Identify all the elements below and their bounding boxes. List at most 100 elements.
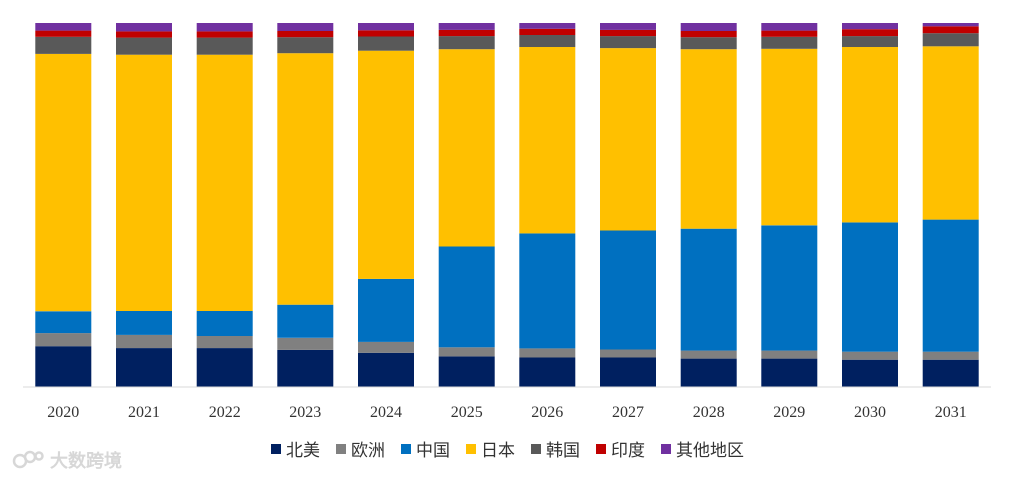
- bar-segment-2022-series-0: [196, 348, 253, 387]
- bar-segment-2021-series-1: [116, 334, 172, 348]
- bar-segment-2020-series-4: [35, 36, 92, 54]
- bar-segment-2028-series-2: [680, 228, 737, 351]
- bar-segment-2023-series-5: [277, 31, 334, 38]
- bar-segment-2025-series-1: [438, 347, 495, 357]
- bar-segment-2023-series-6: [277, 23, 334, 31]
- bar-segment-2030-series-6: [842, 23, 898, 30]
- bar-segment-2029-series-1: [761, 350, 818, 359]
- x-tick-label: 2025: [451, 404, 483, 421]
- legend-label: 日本: [481, 441, 515, 461]
- bar-segment-2028-series-0: [680, 358, 737, 387]
- bar-segment-2026-series-6: [519, 23, 576, 29]
- bar-segment-2027-series-1: [600, 349, 656, 358]
- bar-segment-2028-series-5: [680, 31, 737, 38]
- legend-swatch: [466, 443, 476, 454]
- bars-group: [35, 23, 979, 387]
- bar-segment-2030-series-4: [842, 36, 898, 47]
- bar-segment-2028-series-1: [680, 350, 737, 359]
- bar-segment-2021-series-5: [116, 31, 172, 38]
- legend-swatch: [531, 443, 541, 454]
- bar-segment-2024-series-5: [358, 30, 414, 37]
- legend-swatch: [596, 443, 606, 454]
- bar-segment-2023-series-1: [277, 337, 334, 350]
- bar-segment-2029-series-4: [761, 36, 818, 49]
- watermark-text: 大数跨境: [50, 451, 122, 472]
- bar-segment-2022-series-3: [196, 54, 253, 311]
- bar-segment-2031-series-2: [922, 219, 979, 352]
- bar-segment-2027-series-2: [600, 230, 656, 350]
- legend-swatch: [271, 443, 281, 454]
- legend-label: 其他地区: [676, 441, 744, 461]
- bar-segment-2020-series-2: [35, 311, 92, 334]
- bar-segment-2025-series-2: [438, 246, 495, 348]
- x-tick-label: 2024: [370, 404, 402, 421]
- bar-segment-2029-series-3: [761, 48, 818, 226]
- x-tick-label: 2023: [289, 404, 321, 421]
- x-tick-labels: 2020 2021 2022 2023 2024 2025 2026 2027 2028 2029…: [47, 404, 966, 421]
- x-tick-label: 2026: [531, 404, 563, 421]
- bar-segment-2031-series-6: [922, 23, 979, 27]
- x-tick-label: 2031: [935, 404, 967, 421]
- bar-segment-2028-series-6: [680, 23, 737, 31]
- bar-segment-2026-series-2: [519, 233, 576, 349]
- legend-item: 韩国: [531, 436, 580, 461]
- legend-item: 北美: [271, 436, 320, 461]
- bar-segment-2029-series-2: [761, 225, 818, 351]
- bar-segment-2027-series-4: [600, 36, 656, 49]
- bar-segment-2026-series-4: [519, 35, 576, 47]
- legend-swatch: [336, 443, 346, 454]
- legend-swatch: [401, 443, 411, 454]
- legend-swatch: [661, 443, 671, 454]
- bar-segment-2026-series-5: [519, 28, 576, 35]
- bar-segment-2021-series-4: [116, 37, 172, 55]
- bar-segment-2021-series-0: [116, 348, 172, 387]
- x-tick-label: 2029: [773, 404, 805, 421]
- x-tick-label: 2027: [612, 404, 644, 421]
- bar-segment-2025-series-3: [438, 49, 495, 247]
- bar-segment-2020-series-5: [35, 30, 92, 37]
- bar-segment-2027-series-3: [600, 48, 656, 231]
- bar-segment-2022-series-4: [196, 37, 253, 55]
- bar-segment-2030-series-3: [842, 47, 898, 223]
- legend-label: 北美: [286, 441, 320, 461]
- bar-segment-2031-series-1: [922, 351, 979, 360]
- bar-segment-2024-series-0: [358, 352, 414, 387]
- bar-segment-2027-series-5: [600, 29, 656, 37]
- stacked-bar-chart: 2020 2021 2022 2023 2024 2025 2026 2027 2028 2029…: [23, 23, 991, 421]
- bar-segment-2020-series-1: [35, 333, 92, 347]
- bar-segment-2028-series-4: [680, 37, 737, 50]
- bar-segment-2021-series-6: [116, 23, 172, 32]
- bar-segment-2030-series-0: [842, 359, 898, 387]
- bar-segment-2020-series-3: [35, 53, 92, 312]
- bar-segment-2022-series-1: [196, 336, 253, 348]
- bar-segment-2024-series-4: [358, 36, 414, 51]
- x-tick-label: 2021: [128, 404, 160, 421]
- bar-segment-2026-series-3: [519, 47, 576, 234]
- x-tick-label: 2028: [693, 404, 725, 421]
- legend-item: 中国: [401, 436, 450, 461]
- legend-item: 日本: [466, 436, 515, 461]
- bar-segment-2029-series-0: [761, 358, 818, 387]
- bar-segment-2022-series-6: [196, 23, 253, 32]
- bar-segment-2027-series-0: [600, 357, 656, 387]
- bar-segment-2024-series-6: [358, 23, 414, 31]
- legend-item: 其他地区: [661, 436, 744, 461]
- legend-label: 韩国: [546, 441, 580, 461]
- bar-segment-2025-series-6: [438, 23, 495, 30]
- bar-segment-2030-series-1: [842, 351, 898, 360]
- x-tick-label: 2030: [854, 404, 886, 421]
- bar-segment-2021-series-3: [116, 54, 172, 311]
- bar-segment-2025-series-0: [438, 356, 495, 387]
- legend: 北美 欧洲 中国 日本 韩国 印度 其他地区: [0, 436, 1015, 461]
- bar-segment-2030-series-2: [842, 222, 898, 352]
- bar-segment-2028-series-3: [680, 49, 737, 229]
- bar-segment-2029-series-5: [761, 30, 818, 37]
- legend-item: 印度: [596, 436, 645, 461]
- x-tick-label: 2022: [209, 404, 241, 421]
- bar-segment-2023-series-0: [277, 349, 334, 387]
- bar-segment-2031-series-5: [922, 26, 979, 34]
- bar-segment-2031-series-3: [922, 46, 979, 220]
- legend-label: 中国: [416, 441, 450, 461]
- watermark: 大数跨境: [12, 447, 122, 473]
- bar-segment-2031-series-0: [922, 359, 979, 387]
